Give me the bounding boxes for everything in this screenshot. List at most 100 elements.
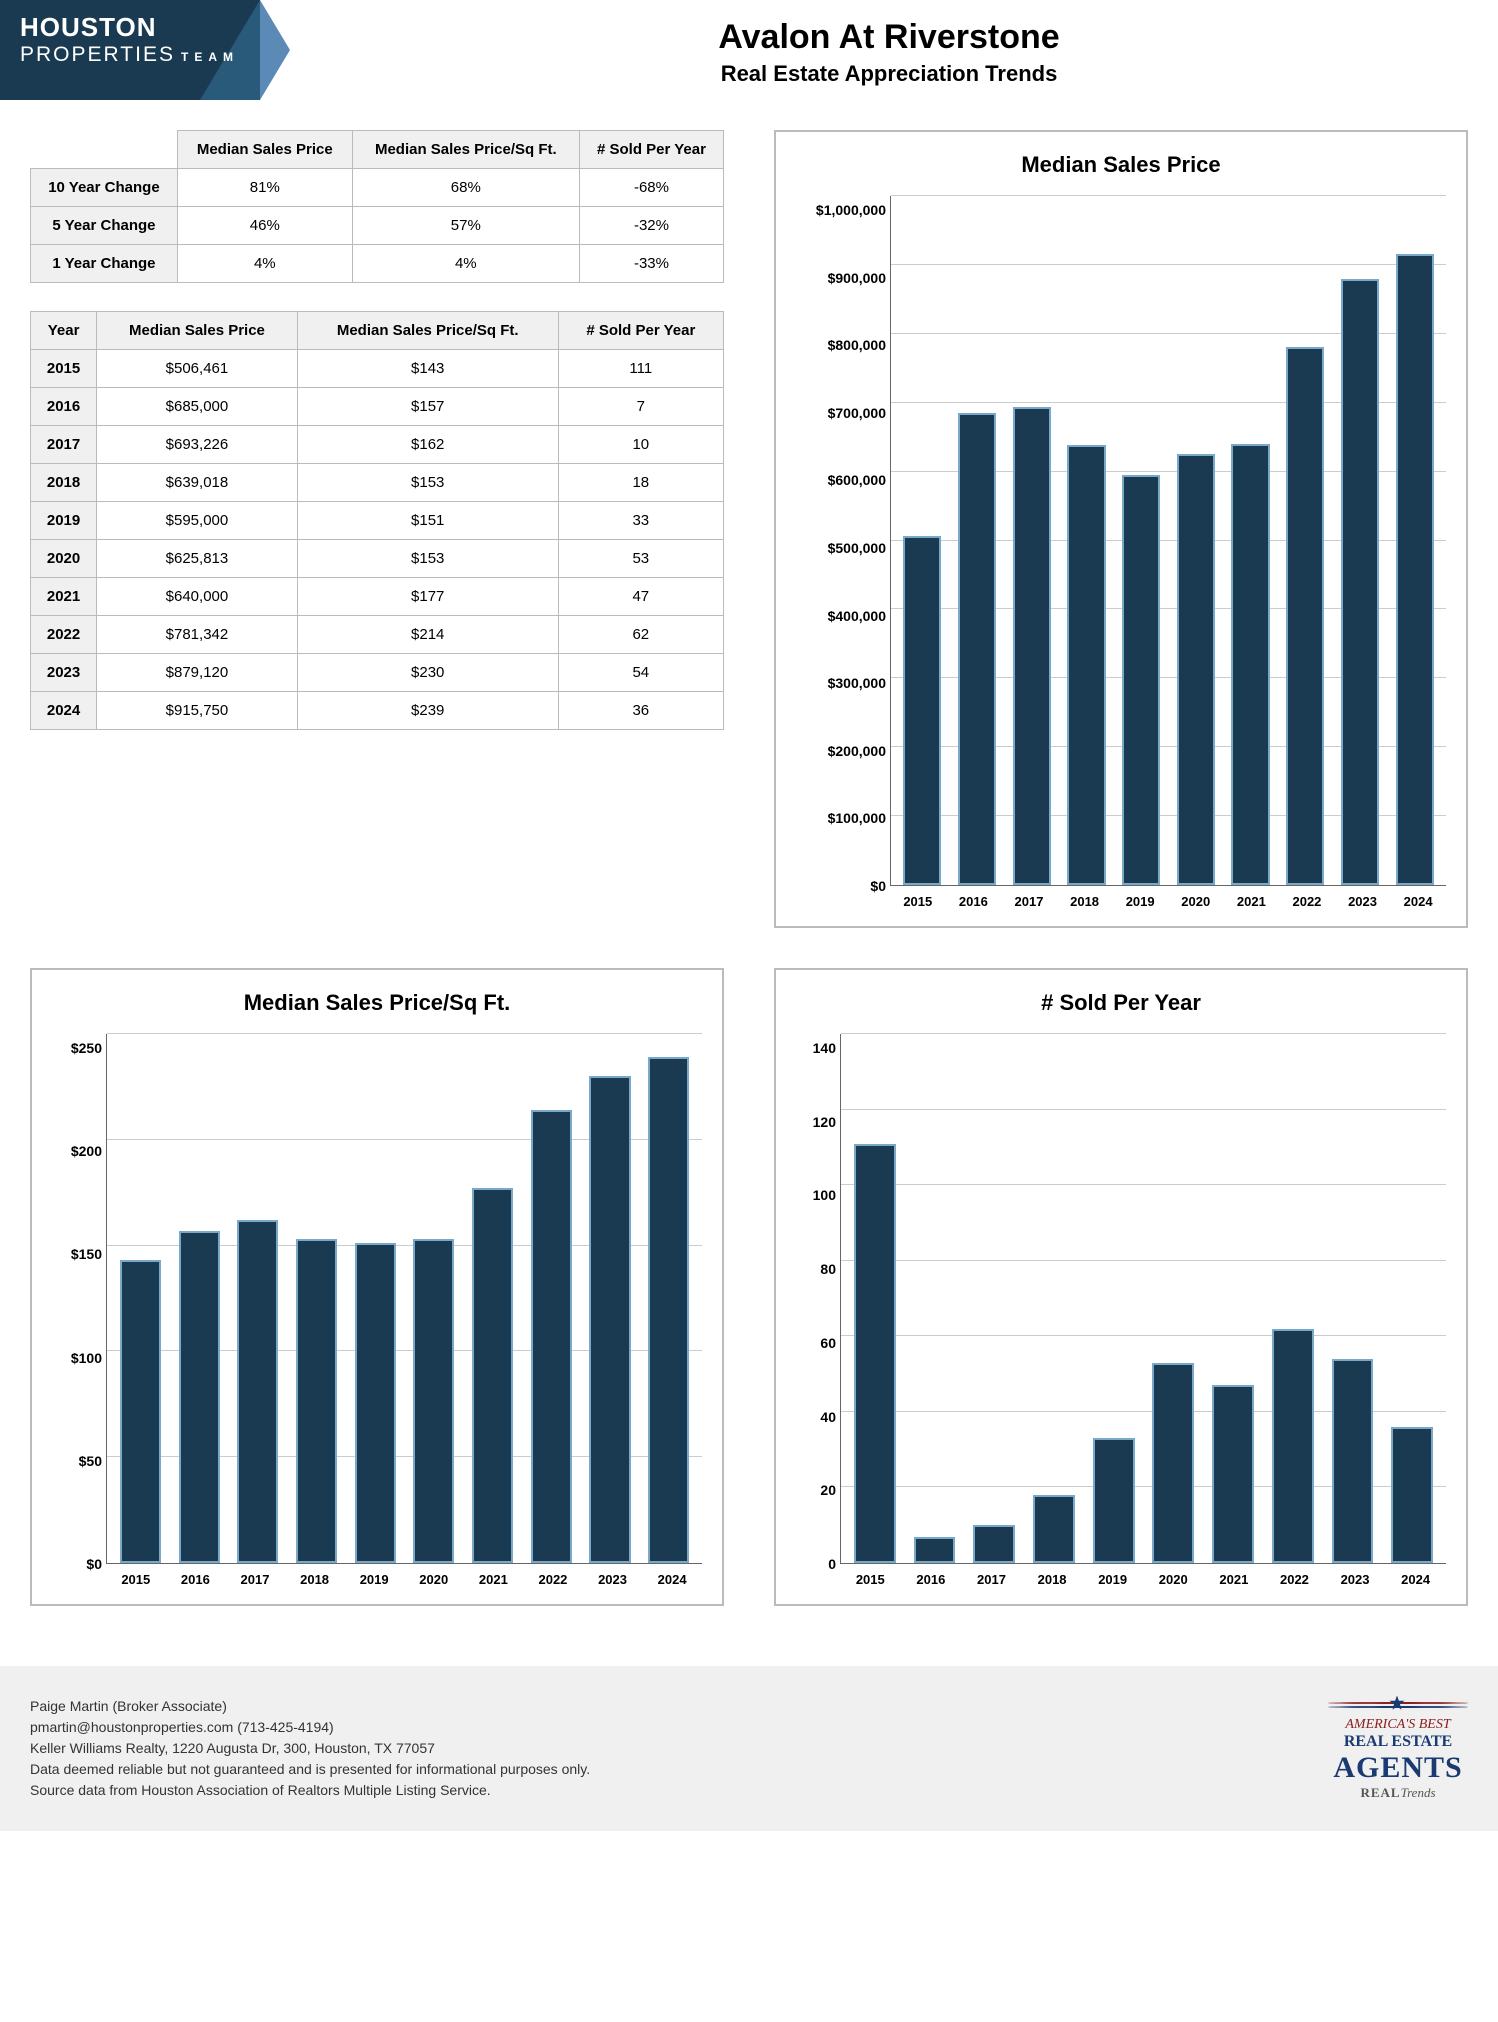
table-cell: 54: [558, 654, 723, 692]
y-tick-label: $200: [52, 1144, 102, 1158]
chart-bar: [1033, 1495, 1075, 1563]
table-row: 2017$693,226$16210: [31, 426, 724, 464]
chart-bar: [1122, 475, 1160, 885]
grid-line: [841, 1335, 1446, 1336]
table-cell: $640,000: [97, 578, 298, 616]
footer-line: Source data from Houston Association of …: [30, 1780, 590, 1801]
table-cell: 10: [558, 426, 723, 464]
y-tick-label: 0: [796, 1557, 836, 1571]
chart-bar: [1152, 1363, 1194, 1563]
y-tick-label: $100: [52, 1351, 102, 1365]
logo-line1: HOUSTON: [20, 12, 239, 43]
footer-line: Data deemed reliable but not guaranteed …: [30, 1759, 590, 1780]
bar-slot: [170, 1034, 229, 1563]
chart-price-per-sqft: Median Sales Price/Sq Ft.$0$50$100$150$2…: [30, 968, 724, 1606]
bar-slot: [950, 196, 1005, 885]
table-cell: 47: [558, 578, 723, 616]
bar-slot: [895, 196, 950, 885]
x-tick-label: 2023: [583, 1572, 643, 1594]
table-cell: 4%: [177, 245, 352, 283]
table-cell: 36: [558, 692, 723, 730]
x-tick-label: 2019: [1082, 1572, 1143, 1594]
y-tick-label: 120: [796, 1115, 836, 1129]
bar-slot: [1223, 196, 1278, 885]
footer-line: Keller Williams Realty, 1220 Augusta Dr,…: [30, 1738, 590, 1759]
y-tick-label: 140: [796, 1041, 836, 1055]
badge-line1: AMERICA'S BEST: [1328, 1717, 1468, 1733]
table-cell: 2019: [31, 502, 97, 540]
bar-slot: [1278, 196, 1333, 885]
header: HOUSTON PROPERTIES TEAM Avalon At Rivers…: [0, 0, 1498, 120]
chart-bar: [1341, 279, 1379, 885]
table-header: Median Sales Price/Sq Ft.: [352, 131, 579, 169]
table-cell: $153: [297, 464, 558, 502]
logo-line2: PROPERTIES: [20, 43, 175, 67]
page-subtitle: Real Estate Appreciation Trends: [280, 61, 1498, 87]
table-header: # Sold Per Year: [579, 131, 723, 169]
x-tick-label: 2021: [464, 1572, 524, 1594]
table-row: 2016$685,000$1577: [31, 388, 724, 426]
table-cell: 57%: [352, 207, 579, 245]
x-tick-label: 2020: [1168, 894, 1224, 916]
logo-team: TEAM: [181, 50, 239, 64]
chart-bar: [355, 1243, 396, 1563]
table-cell: 2022: [31, 616, 97, 654]
table-cell: 2016: [31, 388, 97, 426]
x-tick-label: 2016: [946, 894, 1002, 916]
table-cell: 1 Year Change: [31, 245, 178, 283]
bar-slot: [1084, 1034, 1144, 1563]
table-row: 2021$640,000$17747: [31, 578, 724, 616]
chart-plot: [890, 196, 1446, 886]
chart-bar: [179, 1231, 220, 1563]
chart-sold-per-year: # Sold Per Year0204060801001201402015201…: [774, 968, 1468, 1606]
x-tick-label: 2017: [225, 1572, 285, 1594]
table-cell: 2018: [31, 464, 97, 502]
x-axis: 2015201620172018201920202021202220232024: [890, 886, 1446, 916]
x-tick-label: 2017: [1001, 894, 1057, 916]
table-header: Year: [31, 312, 97, 350]
y-tick-label: $800,000: [796, 338, 886, 352]
table-cell: 2015: [31, 350, 97, 388]
logo: HOUSTON PROPERTIES TEAM: [0, 0, 280, 100]
table-cell: $506,461: [97, 350, 298, 388]
table-cell: 62: [558, 616, 723, 654]
y-tick-label: $300,000: [796, 676, 886, 690]
y-tick-label: $150: [52, 1247, 102, 1261]
grid-line: [841, 1184, 1446, 1185]
chart-plot: [840, 1034, 1446, 1564]
bar-slot: [1144, 1034, 1204, 1563]
y-tick-label: $100,000: [796, 811, 886, 825]
table-row: 1 Year Change4%4%-33%: [31, 245, 724, 283]
chart-bar: [1067, 445, 1105, 885]
chart-bar: [120, 1260, 161, 1563]
table-cell: -33%: [579, 245, 723, 283]
table-cell: $177: [297, 578, 558, 616]
chart-bar: [903, 536, 941, 885]
chart-bar: [973, 1525, 1015, 1563]
footer-line: pmartin@houstonproperties.com (713-425-4…: [30, 1717, 590, 1738]
table-cell: 46%: [177, 207, 352, 245]
table-cell: -32%: [579, 207, 723, 245]
table-cell: $151: [297, 502, 558, 540]
table-cell: $625,813: [97, 540, 298, 578]
chart-title: # Sold Per Year: [796, 990, 1446, 1016]
x-tick-label: 2021: [1224, 894, 1280, 916]
y-tick-label: $1,000,000: [796, 203, 886, 217]
table-cell: $781,342: [97, 616, 298, 654]
table-row: 5 Year Change46%57%-32%: [31, 207, 724, 245]
x-tick-label: 2018: [285, 1572, 345, 1594]
bar-slot: [287, 1034, 346, 1563]
table-cell: 2024: [31, 692, 97, 730]
x-tick-label: 2023: [1325, 1572, 1386, 1594]
table-header: Median Sales Price: [177, 131, 352, 169]
table-cell: 5 Year Change: [31, 207, 178, 245]
y-tick-label: 20: [796, 1483, 836, 1497]
bar-slot: [1024, 1034, 1084, 1563]
x-tick-label: 2018: [1057, 894, 1113, 916]
y-tick-label: $250: [52, 1041, 102, 1055]
table-cell: 2023: [31, 654, 97, 692]
table-header: Median Sales Price/Sq Ft.: [297, 312, 558, 350]
y-tick-label: $900,000: [796, 271, 886, 285]
chart-plot: [106, 1034, 702, 1564]
x-tick-label: 2019: [1112, 894, 1168, 916]
